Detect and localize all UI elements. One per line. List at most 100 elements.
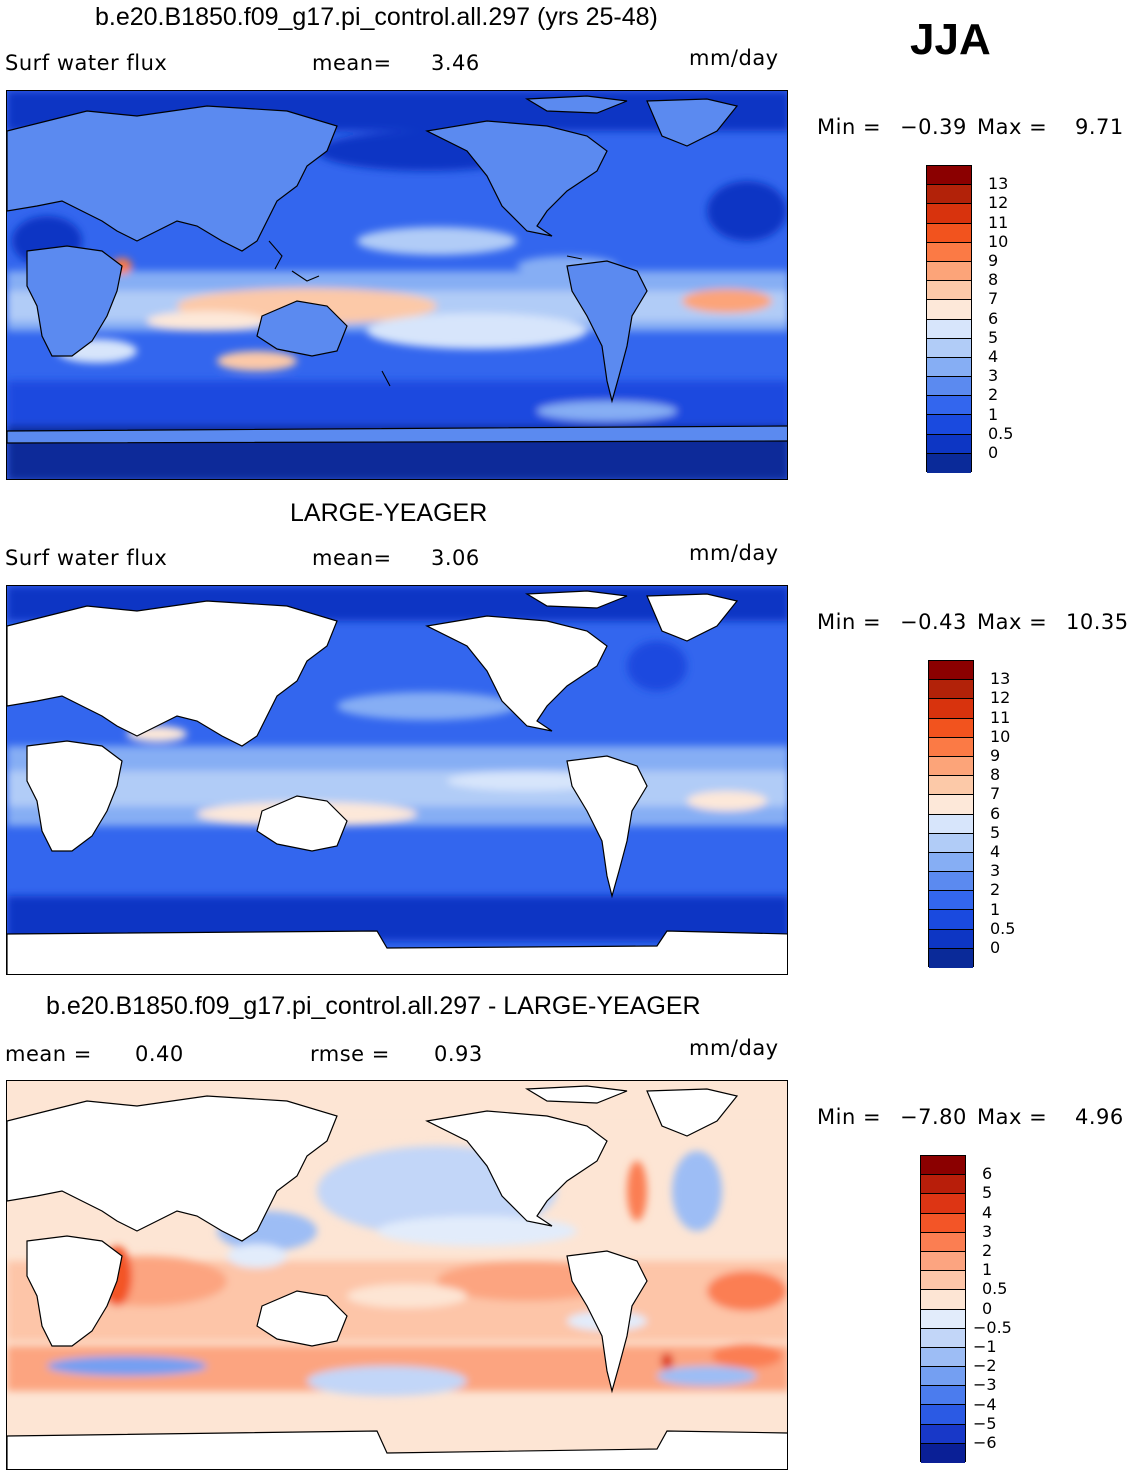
colorbar-segment xyxy=(929,680,973,700)
map-diff-svg xyxy=(7,1081,787,1469)
map-obs xyxy=(6,585,788,975)
colorbar-segment xyxy=(921,1328,965,1348)
colorbar-tick-label: 4 xyxy=(982,1202,993,1222)
min-value-diff: −7.80 xyxy=(900,1105,967,1129)
max-value-model: 9.71 xyxy=(1075,115,1124,139)
colorbar-segment xyxy=(927,453,971,473)
colorbar-segment xyxy=(927,415,971,435)
season-label: JJA xyxy=(910,15,991,64)
colorbar-segment xyxy=(929,795,973,815)
max-label-diff: Max = xyxy=(977,1105,1048,1129)
map-model xyxy=(6,90,788,480)
colorbar-tick-label: 4 xyxy=(990,842,1001,861)
mean-value-diff: 0.40 xyxy=(135,1042,184,1066)
colorbar-segment xyxy=(929,852,973,873)
colorbar-segment xyxy=(927,281,971,301)
panel-title-obs: LARGE-YEAGER xyxy=(290,499,488,527)
colorbar-segment xyxy=(921,1232,965,1252)
colorbar-tick-label: 11 xyxy=(988,212,1009,232)
min-label-model: Min = xyxy=(817,115,882,139)
colorbar-boxes xyxy=(926,165,972,473)
precip-field xyxy=(7,586,787,941)
colorbar-segment xyxy=(927,319,971,339)
min-value-model: −0.39 xyxy=(900,115,967,139)
colorbar-segment xyxy=(927,396,971,416)
colorbar-tick-label: 6 xyxy=(990,803,1001,823)
colorbar-tick-label: 10 xyxy=(988,231,1009,251)
land-polygons xyxy=(7,95,787,444)
colorbar-tick-label: 1 xyxy=(988,404,999,424)
max-value-obs: 10.35 xyxy=(1066,610,1129,634)
colorbar-segment xyxy=(921,1251,965,1272)
mean-value-obs: 3.06 xyxy=(431,546,480,570)
colorbar-tick-label: 0.5 xyxy=(990,918,1016,938)
colorbar-tick-label: 7 xyxy=(988,289,999,309)
colorbar-segment xyxy=(929,929,973,949)
colorbar-tick-label: 13 xyxy=(990,669,1011,689)
colorbar-tick-label: 0 xyxy=(988,443,999,462)
rmse-label-diff: rmse = xyxy=(310,1042,390,1066)
colorbar-tick-label: 11 xyxy=(990,707,1011,727)
colorbar-segment xyxy=(921,1156,965,1176)
max-value-diff: 4.96 xyxy=(1075,1105,1124,1129)
units-label-diff: mm/day xyxy=(689,1036,779,1060)
colorbar-segment xyxy=(927,377,971,397)
variable-label-obs: Surf water flux xyxy=(5,546,168,570)
map-diff xyxy=(6,1080,788,1470)
colorbar-tick-label: 6 xyxy=(982,1164,993,1184)
mean-label-diff: mean = xyxy=(5,1042,92,1066)
colorbar-tick-label: 12 xyxy=(988,193,1009,213)
colorbar-segment xyxy=(929,833,973,853)
min-value-obs: −0.43 xyxy=(900,610,967,634)
units-label-model: mm/day xyxy=(689,46,779,70)
colorbar-tick-label: 8 xyxy=(988,270,999,290)
colorbar-segment xyxy=(929,891,973,911)
colorbar-segment xyxy=(929,872,973,892)
colorbar-segment xyxy=(927,223,971,243)
colorbar-tick-label: 7 xyxy=(990,784,1001,804)
colorbar-segment xyxy=(921,1386,965,1406)
colorbar-segment xyxy=(921,1367,965,1387)
units-label-obs: mm/day xyxy=(689,541,779,565)
colorbar-segment xyxy=(927,357,971,378)
colorbar-tick-label: 0.5 xyxy=(982,1279,1008,1299)
colorbar-boxes xyxy=(928,660,974,968)
colorbar-segment xyxy=(927,242,971,262)
colorbar-segment xyxy=(929,661,973,681)
max-label-obs: Max = xyxy=(977,610,1048,634)
colorbar-tick-label: 4 xyxy=(988,347,999,366)
colorbar-segment xyxy=(927,338,971,358)
colorbar-tick-label: 2 xyxy=(990,880,1001,900)
colorbar-segment xyxy=(929,756,973,777)
colorbar-segment xyxy=(921,1271,965,1291)
colorbar-tick-label: −0.5 xyxy=(973,1317,1012,1337)
colorbar-boxes xyxy=(920,1155,966,1463)
colorbar-segment xyxy=(921,1424,965,1444)
map-model-svg xyxy=(7,91,787,479)
colorbar-segment xyxy=(929,776,973,796)
colorbar-segment xyxy=(929,814,973,834)
colorbar-segment xyxy=(921,1405,965,1425)
land-polygons xyxy=(7,590,787,974)
colorbar-tick-label: −1 xyxy=(973,1337,997,1356)
colorbar-segment xyxy=(921,1309,965,1329)
colorbar-tick-label: 3 xyxy=(988,366,999,386)
panel-title-diff: b.e20.B1850.f09_g17.pi_control.all.297 -… xyxy=(46,992,701,1020)
colorbar-tick-label: 1 xyxy=(982,1260,993,1280)
colorbar-tick-label: 2 xyxy=(988,385,999,405)
precip-field xyxy=(7,91,787,479)
colorbar-tick-label: 10 xyxy=(990,726,1011,746)
colorbar-tick-label: 12 xyxy=(990,688,1011,708)
colorbar-segment xyxy=(927,434,971,454)
colorbar-segment xyxy=(921,1443,965,1463)
colorbar-tick-label: 5 xyxy=(988,327,999,347)
colorbar-tick-label: −2 xyxy=(973,1356,997,1376)
max-label-model: Max = xyxy=(977,115,1048,139)
colorbar-tick-label: 5 xyxy=(990,822,1001,842)
colorbar-segment xyxy=(927,166,971,186)
colorbar-tick-label: 3 xyxy=(990,861,1001,881)
colorbar-tick-label: 13 xyxy=(988,174,1009,194)
colorbar-segment xyxy=(921,1290,965,1310)
colorbar-segment xyxy=(929,910,973,930)
colorbar-segment xyxy=(929,699,973,719)
